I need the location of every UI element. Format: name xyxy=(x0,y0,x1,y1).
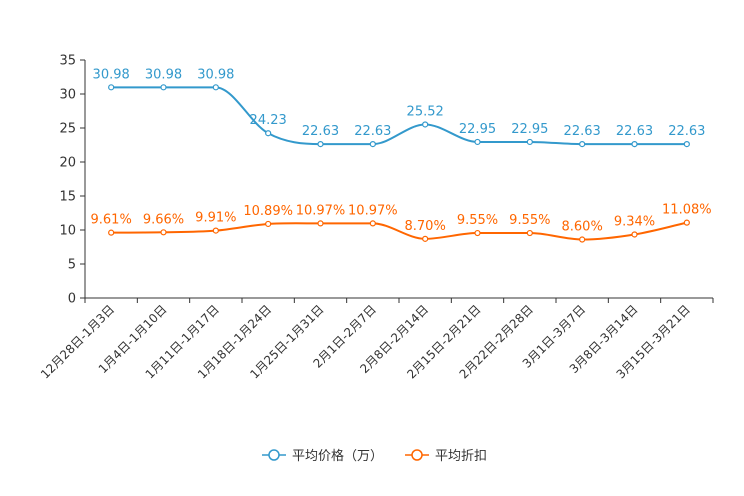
data-point[interactable] xyxy=(212,227,219,234)
y-tick-label: 10 xyxy=(59,224,76,239)
data-point[interactable] xyxy=(526,138,533,146)
legend-label: 平均折扣 xyxy=(435,449,487,464)
data-label: 22.63 xyxy=(354,124,391,139)
y-tick-label: 20 xyxy=(59,156,76,171)
y-tick-label: 5 xyxy=(68,258,76,273)
data-point[interactable] xyxy=(212,84,219,91)
data-label: 30.98 xyxy=(197,67,234,82)
data-label: 30.98 xyxy=(93,67,130,82)
data-point[interactable] xyxy=(317,141,324,148)
series-line xyxy=(111,221,688,241)
data-label: 22.63 xyxy=(616,124,653,139)
legend-marker-icon xyxy=(411,449,423,461)
series-line xyxy=(111,86,687,146)
data-label: 22.95 xyxy=(459,122,496,137)
y-axis: 0 5 10 15 20 25 30 35 xyxy=(59,54,86,307)
data-point[interactable] xyxy=(317,220,324,227)
data-label: 25.52 xyxy=(407,104,444,119)
data-label: 10.89% xyxy=(243,204,293,219)
data-point[interactable] xyxy=(579,236,586,243)
data-point[interactable] xyxy=(474,229,481,237)
series-1: 30.98 30.98 30.98 24.23 22.63 22.63 25.52 22.95… xyxy=(93,67,705,148)
series-layer: 30.98 30.98 30.98 24.23 22.63 22.63 25.52 22.95… xyxy=(91,67,712,243)
y-tick-label: 0 xyxy=(68,292,76,307)
data-point[interactable] xyxy=(160,229,167,236)
data-label: 24.23 xyxy=(250,113,287,128)
y-tick-label: 25 xyxy=(59,122,76,137)
data-label: 11.08% xyxy=(662,203,712,218)
data-label: 22.63 xyxy=(564,124,601,139)
data-label: 9.91% xyxy=(195,211,236,226)
data-point[interactable] xyxy=(422,235,429,242)
data-point[interactable] xyxy=(683,219,690,226)
data-label: 22.95 xyxy=(511,122,548,137)
data-label: 22.63 xyxy=(302,124,339,139)
data-label: 22.63 xyxy=(668,124,705,139)
legend-label: 平均价格（万） xyxy=(292,448,383,464)
data-point[interactable] xyxy=(265,130,272,137)
data-point[interactable] xyxy=(526,229,533,237)
data-label: 9.66% xyxy=(143,212,184,227)
data-label: 9.34% xyxy=(614,214,655,229)
data-label: 8.60% xyxy=(562,220,603,235)
data-point[interactable] xyxy=(160,84,167,91)
data-label: 8.70% xyxy=(405,219,446,234)
y-tick-label: 30 xyxy=(59,88,76,103)
data-point[interactable] xyxy=(683,141,690,148)
data-point[interactable] xyxy=(369,220,376,227)
legend-marker-icon xyxy=(268,449,280,461)
data-label: 10.97% xyxy=(348,203,398,218)
data-point[interactable] xyxy=(422,121,429,128)
data-label: 10.97% xyxy=(296,203,346,218)
legend-item-2[interactable]: 平均折扣 xyxy=(405,449,487,464)
data-point[interactable] xyxy=(369,141,376,148)
data-label: 30.98 xyxy=(145,67,182,82)
data-point[interactable] xyxy=(108,229,115,236)
y-tick-label: 35 xyxy=(59,54,76,69)
x-axis: 12月28日-1月3日1月4日-1月10日1月11日-1月17日1月18日-1月… xyxy=(38,297,714,382)
series-2: 9.61% 9.66% 9.91% 10.89% 10.97% 10.97%8.70% 9.… xyxy=(91,203,712,243)
data-label: 9.55% xyxy=(509,213,550,228)
data-point[interactable] xyxy=(579,141,586,148)
legend-item-1[interactable]: 平均价格（万） xyxy=(262,448,383,464)
legend: 平均价格（万） 平均折扣 xyxy=(262,448,487,464)
data-point[interactable] xyxy=(474,138,481,146)
data-point[interactable] xyxy=(631,231,638,238)
y-tick-label: 15 xyxy=(59,190,76,205)
data-label: 9.61% xyxy=(91,213,132,228)
data-label: 9.55% xyxy=(457,213,498,228)
data-point[interactable] xyxy=(265,220,272,228)
data-point[interactable] xyxy=(108,84,115,91)
data-point[interactable] xyxy=(631,141,638,148)
